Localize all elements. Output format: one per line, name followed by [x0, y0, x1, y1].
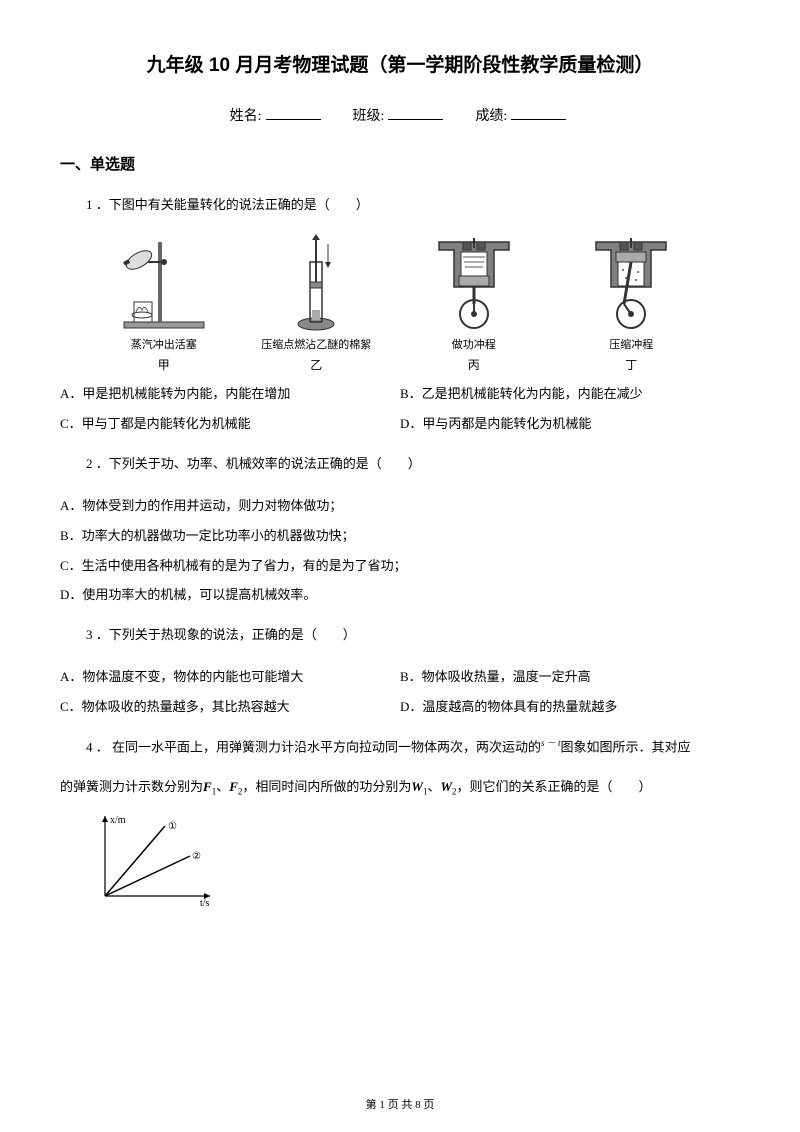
q2-opt-d: D．使用功率大的机械，可以提高机械效率。: [60, 580, 740, 610]
q4-sep2: 、: [427, 779, 440, 794]
fig3-label: 丙: [468, 356, 480, 373]
fig2-label: 乙: [310, 356, 322, 373]
fig4-caption: 压缩冲程: [609, 336, 653, 352]
q4-st: s － t: [541, 738, 561, 748]
graph-line2-label: ②: [192, 851, 201, 862]
q4-p1a: 4 ． 在同一水平面上，用弹簧测力计沿水平方向拉动同一物体两次，两次运动的: [86, 739, 541, 754]
steam-apparatus-icon: [114, 232, 214, 332]
q3-text: 3 ．下列关于热现象的说法，正确的是（ ）: [60, 622, 740, 648]
fig3-caption: 做功冲程: [452, 336, 496, 352]
section-heading: 一、单选题: [60, 153, 740, 174]
fig-4: 压缩冲程 丁: [576, 232, 686, 373]
q4-line2: 的弹簧测力计示数分别为F1、F2，相同时间内所做的功分别为W1、W2，则它们的关…: [60, 774, 740, 801]
q1-opt-b: B．乙是把机械能转化为内能，内能在减少: [400, 379, 740, 409]
graph-line1-label: ①: [168, 821, 177, 832]
score-label: 成绩:: [475, 109, 507, 124]
fig4-label: 丁: [625, 356, 637, 373]
q4-w2: W: [440, 779, 452, 794]
name-blank: [266, 119, 321, 120]
q1-opt-c: C．甲与丁都是内能转化为机械能: [60, 409, 400, 439]
q1-options: A．甲是把机械能转为内能，内能在增加 B．乙是把机械能转化为内能，内能在减少 C…: [60, 379, 740, 439]
q3-opt-d: D．温度越高的物体具有的热量就越多: [400, 692, 740, 722]
compression-stroke-icon: [576, 232, 686, 332]
q4-sep1: 、: [216, 779, 229, 794]
q1-opt-d: D．甲与丙都是内能转化为机械能: [400, 409, 740, 439]
q2-opt-b: B．功率大的机器做功一定比功率小的机器做功快；: [60, 521, 740, 551]
q3-opt-c: C．物体吸收的热量越多，其比热容越大: [60, 692, 400, 722]
q1-opt-a: A．甲是把机械能转为内能，内能在增加: [60, 379, 400, 409]
st-graph-icon: x/m t/s ① ②: [90, 811, 220, 906]
class-label: 班级:: [353, 109, 385, 124]
fig-3: 做功冲程 丙: [419, 232, 529, 373]
name-label: 姓名:: [230, 109, 262, 124]
q2-opt-a: A．物体受到力的作用并运动，则力对物体做功；: [60, 491, 740, 521]
q2-text: 2 ．下列关于功、功率、机械效率的说法正确的是（ ）: [60, 451, 740, 477]
footer-e: 页: [421, 1099, 435, 1111]
q4-w1: W: [411, 779, 423, 794]
footer-a: 第: [366, 1099, 380, 1111]
q2-opt-c: C．生活中使用各种机械有的是为了省力，有的是为了省功；: [60, 551, 740, 581]
q1-figures: 蒸汽冲出活塞 甲 压缩点燃沾乙醚的棉絮 乙: [90, 232, 710, 373]
q2-options: A．物体受到力的作用并运动，则力对物体做功； B．功率大的机器做功一定比功率小的…: [60, 491, 740, 611]
q4-graph: x/m t/s ① ②: [90, 811, 740, 911]
power-stroke-icon: [419, 232, 529, 332]
compression-tube-icon: [276, 232, 356, 332]
page-title: 九年级 10 月月考物理试题（第一学期阶段性教学质量检测）: [60, 50, 740, 77]
fig1-caption: 蒸汽冲出活塞: [131, 336, 197, 352]
fig-1: 蒸汽冲出活塞 甲: [114, 232, 214, 373]
page-footer: 第 1 页 共 8 页: [0, 1096, 800, 1112]
score-blank: [511, 119, 566, 120]
q3-options: A．物体温度不变，物体的内能也可能增大 B．物体吸收热量，温度一定升高 C．物体…: [60, 662, 740, 722]
q4-p2b: ，相同时间内所做的功分别为: [242, 779, 411, 794]
q4-p2a: 的弹簧测力计示数分别为: [60, 779, 203, 794]
q3-opt-a: A．物体温度不变，物体的内能也可能增大: [60, 662, 400, 692]
footer-c: 页 共: [385, 1099, 415, 1111]
fig-2: 压缩点燃沾乙醚的棉絮 乙: [261, 232, 371, 373]
q4-f1: F: [203, 779, 212, 794]
q4-text: 4 ． 在同一水平面上，用弹簧测力计沿水平方向拉动同一物体两次，两次运动的s －…: [60, 734, 740, 760]
fig1-label: 甲: [158, 356, 170, 373]
graph-ylabel: x/m: [110, 815, 126, 826]
q1-text: 1 ．下图中有关能量转化的说法正确的是（ ）: [60, 192, 740, 218]
q4-p2c: ，则它们的关系正确的是（ ）: [457, 779, 652, 794]
info-line: 姓名: 班级: 成绩:: [60, 105, 740, 125]
q3-opt-b: B．物体吸收热量，温度一定升高: [400, 662, 740, 692]
fig2-caption: 压缩点燃沾乙醚的棉絮: [261, 336, 371, 352]
q4-p1b: 图象如图所示．其对应: [561, 739, 691, 754]
graph-xlabel: t/s: [200, 898, 210, 906]
q4-f2: F: [229, 779, 238, 794]
class-blank: [388, 119, 443, 120]
